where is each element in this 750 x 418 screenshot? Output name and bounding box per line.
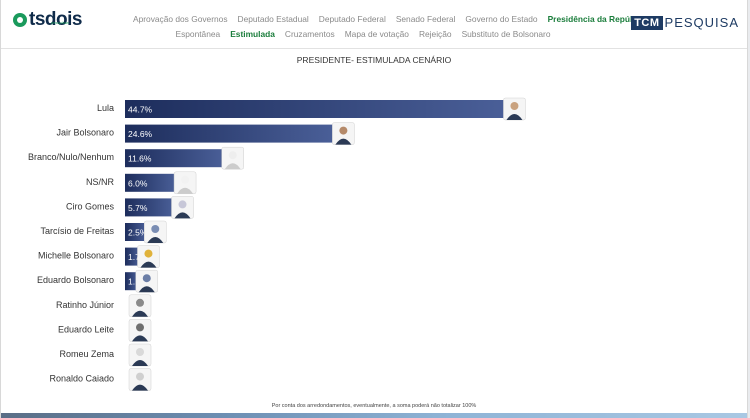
nav-subtab-rejei-o[interactable]: Rejeição xyxy=(418,29,452,39)
tcm-box: TCM xyxy=(631,15,663,30)
candidate-photo xyxy=(128,343,152,367)
candidate-photo xyxy=(332,122,355,145)
tsdois-logo[interactable]: tsdois xyxy=(13,9,82,31)
nav-tab-deputado-federal[interactable]: Deputado Federal xyxy=(318,14,386,24)
candidate-photo xyxy=(221,146,244,170)
nav-subtab-estimulada[interactable]: Estimulada xyxy=(230,29,275,39)
nav-row-2: Espontânea Estimulada Cruzamentos Mapa de v… xyxy=(133,29,623,39)
category-label: Lula xyxy=(97,103,114,113)
category-label: Ratinho Júnior xyxy=(56,300,114,310)
bar xyxy=(125,124,335,143)
value-label: 44.7% xyxy=(128,105,153,115)
category-label: Jair Bolsonaro xyxy=(56,128,114,138)
nav-subtab-substituto-de-bolsonaro[interactable]: Substituto de Bolsonaro xyxy=(461,29,551,39)
logo-circle-icon xyxy=(13,13,27,27)
tcm-pesquisa-logo: TCM PESQUISA xyxy=(631,15,739,30)
candidate-photo xyxy=(171,196,194,219)
nav-tab-deputado-estadual[interactable]: Deputado Estadual xyxy=(237,14,309,24)
candidate-photo xyxy=(144,220,167,244)
value-label: 5.7% xyxy=(128,203,148,213)
chart-title: PRESIDENTE- ESTIMULADA CENÁRIO xyxy=(296,55,452,65)
bar xyxy=(125,223,147,241)
nav-subtab-mapa-de-vota-o[interactable]: Mapa de votação xyxy=(344,29,409,39)
category-label: Eduardo Leite xyxy=(58,324,114,334)
nav-tab-senado-federal[interactable]: Senado Federal xyxy=(395,14,456,24)
category-label: Ronaldo Caiado xyxy=(49,374,114,384)
footnote: Por conta dos arredondamentos, eventualm… xyxy=(271,403,477,409)
nav-tab-governo-do-estado[interactable]: Governo do Estado xyxy=(465,14,538,24)
value-label: 24.6% xyxy=(128,129,153,139)
value-label: 6.0% xyxy=(128,178,148,188)
category-label: Ciro Gomes xyxy=(66,201,115,211)
logo-text: tsdois xyxy=(29,9,82,30)
bar xyxy=(125,100,506,118)
category-label: Tarcísio de Freitas xyxy=(40,226,114,236)
top-header: tsdois pesquisas Aprovação dos Governos D… xyxy=(1,0,747,49)
candidate-photo xyxy=(128,294,152,318)
bottom-decor-bar xyxy=(1,413,747,418)
value-label: 2.5% xyxy=(128,228,148,238)
bar xyxy=(125,247,140,266)
candidate-photo xyxy=(128,319,152,342)
bar xyxy=(125,149,224,168)
category-label: Michelle Bolsonaro xyxy=(38,251,114,261)
candidate-photo xyxy=(503,97,526,121)
candidate-photo xyxy=(173,171,197,195)
pesquisa-text: PESQUISA xyxy=(664,15,739,30)
value-label: 11.6% xyxy=(128,154,152,164)
category-label: Romeu Zema xyxy=(59,349,114,359)
candidate-photo xyxy=(135,269,159,293)
category-label: Branco/Nulo/Nenhum xyxy=(28,152,114,162)
bar xyxy=(125,272,138,291)
category-label: NS/NR xyxy=(86,177,115,187)
nav-subtab-cruzamentos[interactable]: Cruzamentos xyxy=(284,29,335,39)
main-nav: Aprovação dos Governos Deputado Estadual D… xyxy=(133,14,649,39)
nav-subtab-espont-nea[interactable]: Espontânea xyxy=(175,29,221,39)
candidate-photo xyxy=(128,368,152,391)
nav-tab-presid-ncia-da-rep-blica[interactable]: Presidência da República xyxy=(547,14,650,24)
bar xyxy=(125,198,174,217)
bar xyxy=(125,173,177,192)
nav-row-1: Aprovação dos Governos Deputado Estadual D… xyxy=(133,14,649,24)
logo-subtitle: pesquisas xyxy=(51,20,70,25)
nav-tab-aprova-o-dos-governos[interactable]: Aprovação dos Governos xyxy=(133,14,228,24)
category-label: Eduardo Bolsonaro xyxy=(37,275,114,285)
candidate-photo xyxy=(137,245,160,268)
